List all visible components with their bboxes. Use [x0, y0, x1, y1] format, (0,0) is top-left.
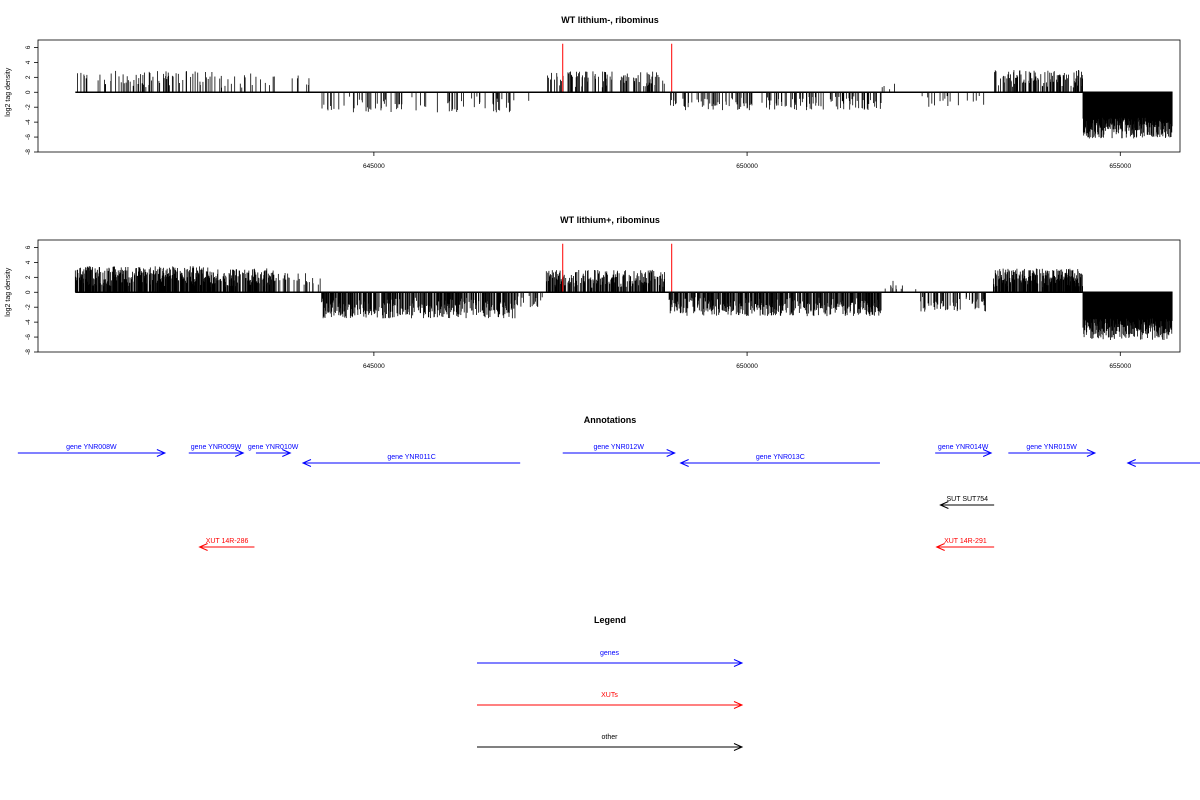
plot-frame [37, 239, 1181, 353]
y-tick-label: 4 [25, 260, 32, 264]
x-axis: 645000 650000 655000 [363, 352, 1132, 370]
feature-arrow [198, 543, 255, 551]
x-tick-label: 645000 [363, 363, 385, 370]
y-tick-label: -4 [25, 119, 32, 125]
plot-frame [37, 39, 1181, 153]
feature-label: XUT 14R-291 [944, 538, 987, 545]
arrow-head [935, 543, 945, 551]
legend-title: Legend [594, 615, 626, 625]
legend-arrow [477, 659, 744, 667]
density-bars [77, 43, 1173, 139]
feature-arrow [188, 449, 245, 457]
x-tick-label: 655000 [1109, 363, 1131, 370]
arrow-head [198, 543, 208, 551]
arrow-head [679, 459, 689, 467]
y-tick-label: 6 [25, 45, 32, 49]
legend-label: other [602, 734, 619, 741]
x-tick-label: 645000 [363, 163, 385, 170]
y-tick-label: -6 [25, 134, 32, 140]
x-tick-label: 650000 [736, 163, 758, 170]
y-axis: 6 4 2 0 -2 -4 -6 -8 [25, 245, 38, 355]
panel-title: WT lithium+, ribominus [560, 215, 660, 225]
x-tick-label: 650000 [736, 363, 758, 370]
feature-label: gene YNR010W [248, 444, 299, 451]
x-tick-label: 655000 [1109, 163, 1131, 170]
feature-arrow [935, 449, 993, 457]
legend-arrow [477, 743, 744, 751]
feature-arrow [17, 449, 167, 457]
annotation-features: gene YNR008W gene YNR009W gene YNR010W gene… [17, 444, 1200, 551]
feature-arrow [562, 449, 676, 457]
y-axis-label: log2 tag density [5, 67, 12, 117]
y-tick-label: 2 [25, 275, 32, 279]
y-tick-label: 0 [25, 90, 32, 94]
arrow-head [235, 449, 245, 457]
legend-label: XUTs [601, 692, 618, 699]
feature-arrow [301, 459, 521, 467]
arrow-head [733, 743, 744, 751]
feature-label: gene YNR008W [66, 444, 117, 451]
arrow-head [982, 449, 993, 457]
feature-label: gene YNR015W [1026, 444, 1077, 451]
feature-arrow [255, 449, 292, 457]
feature-arrow [1008, 449, 1097, 457]
arrow-head [1086, 449, 1097, 457]
y-tick-label: -2 [25, 304, 32, 310]
feature-label: gene YNR014W [938, 444, 989, 451]
feature-arrow [1126, 459, 1200, 467]
legend: Legend genes XUTs other [477, 615, 744, 751]
annotations-panel: Annotations gene YNR008W gene YNR009W gene… [17, 415, 1200, 551]
arrow-head [156, 449, 167, 457]
y-tick-label: -4 [25, 319, 32, 325]
y-tick-label: 0 [25, 290, 32, 294]
y-tick-label: 4 [25, 60, 32, 64]
feature-label: gene YNR013C [756, 454, 805, 461]
arrow-head [666, 449, 676, 457]
y-axis-label: log2 tag density [5, 267, 12, 317]
density-bars [74, 243, 1173, 340]
feature-arrow [679, 459, 880, 467]
legend-label: genes [600, 650, 620, 657]
x-axis: 645000 650000 655000 [363, 152, 1132, 170]
feature-arrow [935, 543, 995, 551]
y-tick-label: -8 [25, 349, 32, 355]
feature-label: gene YNR012W [593, 444, 644, 451]
panel-title: WT lithium-, ribominus [561, 15, 659, 25]
feature-label: XUT 14R-286 [206, 538, 249, 545]
y-tick-label: 2 [25, 75, 32, 79]
arrow-head [733, 701, 744, 709]
y-tick-label: -6 [25, 334, 32, 340]
feature-label: gene YNR011C [387, 454, 435, 461]
y-tick-label: -8 [25, 149, 32, 155]
arrow-head [301, 459, 312, 467]
arrow-head [282, 449, 292, 457]
y-tick-label: -2 [25, 104, 32, 110]
feature-label: gene YNR009W [191, 444, 242, 451]
legend-items: genes XUTs other [477, 650, 744, 751]
arrow-head [1126, 459, 1136, 467]
feature-arrow [939, 501, 995, 509]
y-axis: 6 4 2 0 -2 -4 -6 -8 [25, 45, 38, 155]
arrow-head [939, 501, 949, 509]
legend-arrow [477, 701, 744, 709]
y-tick-label: 6 [25, 245, 32, 249]
annotations-title: Annotations [584, 415, 637, 425]
feature-label: SUT SUT754 [947, 496, 989, 503]
arrow-head [733, 659, 744, 667]
